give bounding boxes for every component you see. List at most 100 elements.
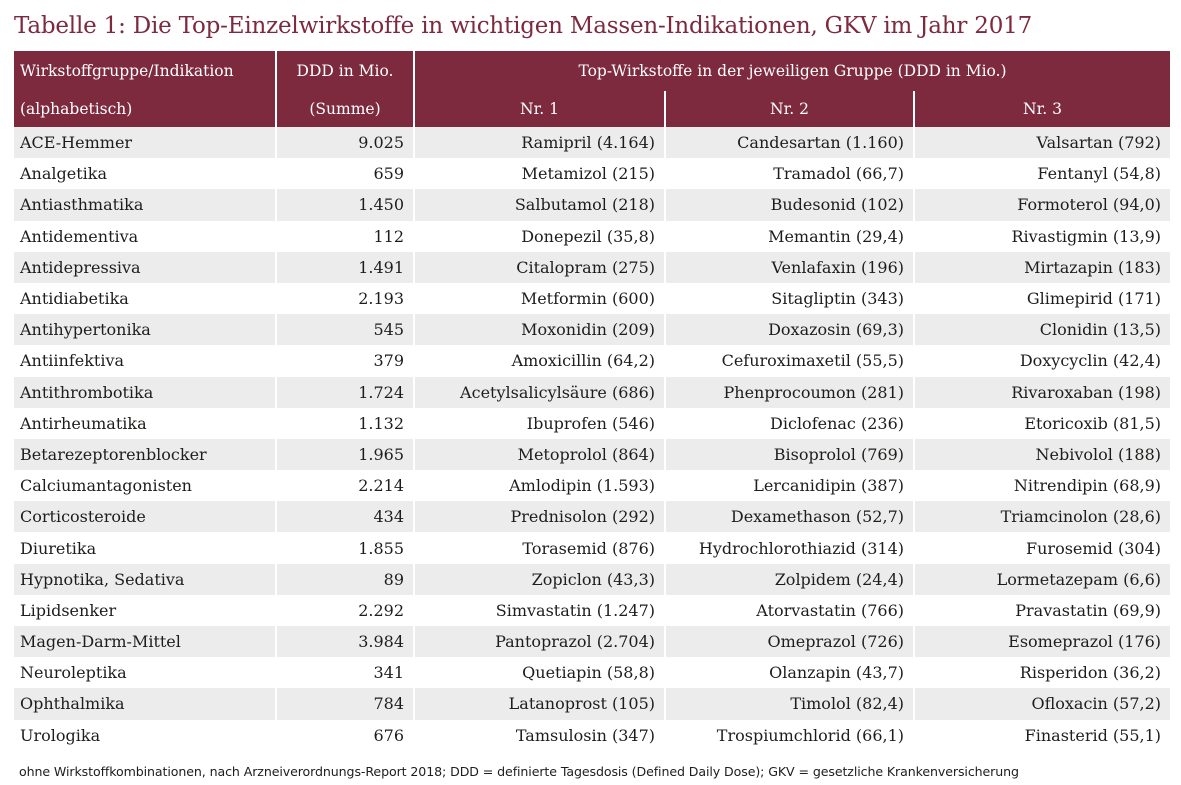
cell-ddd: 112 bbox=[275, 220, 414, 252]
table-row: Antiinfektiva 379 Amoxicillin (64,2) Cefuro… bbox=[14, 345, 1171, 377]
cell-group: Antihypertonika bbox=[14, 314, 276, 346]
cell-nr3: Nebivolol (188) bbox=[912, 438, 1171, 471]
cell-group: Antidementiva bbox=[14, 220, 276, 252]
cell-nr3: Mirtazapin (183) bbox=[912, 251, 1171, 283]
header-group-label: Wirkstoffgruppe/Indikation bbox=[14, 51, 276, 91]
cell-nr1: Pantoprazol (2.704) bbox=[413, 626, 665, 658]
cell-nr2: Sitagliptin (343) bbox=[664, 282, 914, 315]
cell-nr3: Risperidon (36,2) bbox=[912, 657, 1171, 689]
header-ddd-label: DDD in Mio. bbox=[275, 51, 414, 91]
cell-nr1: Simvastatin (1.247) bbox=[413, 594, 665, 626]
cell-nr3: Lormetazepam (6,6) bbox=[912, 563, 1171, 595]
cell-nr1: Amlodipin (1.593) bbox=[413, 470, 665, 502]
table-row: Betarezeptorenblocker 1.965 Metoprolol (86… bbox=[14, 438, 1171, 471]
cell-nr3: Rivaroxaban (198) bbox=[912, 376, 1171, 408]
cell-ddd: 784 bbox=[275, 688, 414, 720]
cell-nr3: Pravastatin (69,9) bbox=[912, 594, 1171, 626]
cell-nr1: Ramipril (4.164) bbox=[413, 127, 665, 159]
table-row: Antithrombotika 1.724 Acetylsalicylsäure (… bbox=[14, 376, 1171, 408]
cell-nr2: Zolpidem (24,4) bbox=[664, 563, 914, 595]
cell-nr2: Dexamethason (52,7) bbox=[664, 501, 914, 533]
cell-nr2: Bisoprolol (769) bbox=[664, 438, 914, 471]
cell-nr1: Amoxicillin (64,2) bbox=[413, 345, 665, 377]
cell-group: Antiinfektiva bbox=[14, 345, 276, 377]
table-title: Tabelle 1: Die Top-Einzelwirkstoffe in w… bbox=[14, 13, 1033, 39]
table-header: Wirkstoffgruppe/Indikation DDD in Mio. T… bbox=[14, 51, 1171, 127]
cell-nr3: Triamcinolon (28,6) bbox=[912, 501, 1171, 533]
header-group-sublabel: (alphabetisch) bbox=[14, 91, 276, 127]
header-ddd-sublabel: (Summe) bbox=[275, 91, 414, 127]
cell-ddd: 1.132 bbox=[275, 407, 414, 439]
table-row: Neuroleptika 341 Quetiapin (58,8) Olanzapin… bbox=[14, 657, 1171, 689]
cell-nr1: Metoprolol (864) bbox=[413, 438, 665, 471]
cell-nr3: Fentanyl (54,8) bbox=[912, 158, 1171, 190]
cell-nr3: Doxycyclin (42,4) bbox=[912, 345, 1171, 377]
cell-group: Diuretika bbox=[14, 532, 276, 564]
cell-nr2: Tramadol (66,7) bbox=[664, 158, 914, 190]
cell-ddd: 9.025 bbox=[275, 127, 414, 159]
cell-nr3: Esomeprazol (176) bbox=[912, 626, 1171, 658]
cell-ddd: 1.965 bbox=[275, 438, 414, 471]
cell-ddd: 379 bbox=[275, 345, 414, 377]
cell-ddd: 89 bbox=[275, 563, 414, 595]
table-row: Antirheumatika 1.132 Ibuprofen (546) Diclof… bbox=[14, 407, 1171, 439]
cell-group: Corticosteroide bbox=[14, 501, 276, 533]
cell-nr1: Moxonidin (209) bbox=[413, 314, 665, 346]
drug-table: Wirkstoffgruppe/Indikation DDD in Mio. T… bbox=[14, 51, 1171, 751]
cell-nr2: Trospiumchlorid (66,1) bbox=[664, 719, 914, 751]
cell-group: ACE-Hemmer bbox=[14, 127, 276, 159]
cell-nr2: Diclofenac (236) bbox=[664, 407, 914, 439]
cell-nr2: Venlafaxin (196) bbox=[664, 251, 914, 283]
cell-nr1: Metamizol (215) bbox=[413, 158, 665, 190]
cell-ddd: 1.450 bbox=[275, 189, 414, 221]
cell-group: Calciumantagonisten bbox=[14, 470, 276, 502]
cell-nr2: Timolol (82,4) bbox=[664, 688, 914, 720]
cell-group: Ophthalmika bbox=[14, 688, 276, 720]
cell-nr1: Quetiapin (58,8) bbox=[413, 657, 665, 689]
cell-group: Magen-Darm-Mittel bbox=[14, 626, 276, 658]
cell-nr1: Donepezil (35,8) bbox=[413, 220, 665, 252]
table-row: Antidiabetika 2.193 Metformin (600) Sitagli… bbox=[14, 282, 1171, 315]
table-row: Antiasthmatika 1.450 Salbutamol (218) Budes… bbox=[14, 189, 1171, 221]
cell-nr3: Furosemid (304) bbox=[912, 532, 1171, 564]
cell-nr3: Nitrendipin (68,9) bbox=[912, 470, 1171, 502]
cell-nr2: Memantin (29,4) bbox=[664, 220, 914, 252]
cell-group: Neuroleptika bbox=[14, 657, 276, 689]
table-row: Antidementiva 112 Donepezil (35,8) Memantin… bbox=[14, 220, 1171, 252]
cell-ddd: 2.292 bbox=[275, 594, 414, 626]
cell-nr1: Ibuprofen (546) bbox=[413, 407, 665, 439]
cell-ddd: 1.724 bbox=[275, 376, 414, 408]
table-row: Diuretika 1.855 Torasemid (876) Hydrochloro… bbox=[14, 532, 1171, 564]
table-row: Magen-Darm-Mittel 3.984 Pantoprazol (2.704… bbox=[14, 626, 1171, 658]
cell-nr2: Cefuroximaxetil (55,5) bbox=[664, 345, 914, 377]
cell-group: Antirheumatika bbox=[14, 407, 276, 439]
cell-nr3: Formoterol (94,0) bbox=[912, 189, 1171, 221]
cell-group: Analgetika bbox=[14, 158, 276, 190]
cell-ddd: 341 bbox=[275, 657, 414, 689]
table-row: ACE-Hemmer 9.025 Ramipril (4.164) Candesart… bbox=[14, 127, 1171, 159]
cell-ddd: 1.491 bbox=[275, 251, 414, 283]
cell-nr2: Lercanidipin (387) bbox=[664, 470, 914, 502]
footnote: ohne Wirkstoffkombinationen, nach Arznei… bbox=[19, 764, 1019, 779]
cell-nr3: Etoricoxib (81,5) bbox=[912, 407, 1171, 439]
header-nr2: Nr. 2 bbox=[664, 91, 914, 127]
cell-nr1: Zopiclon (43,3) bbox=[413, 563, 665, 595]
cell-ddd: 434 bbox=[275, 501, 414, 533]
cell-ddd: 2.193 bbox=[275, 282, 414, 315]
cell-nr1: Prednisolon (292) bbox=[413, 501, 665, 533]
table-row: Analgetika 659 Metamizol (215) Tramadol (66… bbox=[14, 158, 1171, 190]
cell-nr1: Metformin (600) bbox=[413, 282, 665, 315]
cell-group: Lipidsenker bbox=[14, 594, 276, 626]
cell-ddd: 545 bbox=[275, 314, 414, 346]
cell-nr3: Rivastigmin (13,9) bbox=[912, 220, 1171, 252]
cell-group: Hypnotika, Sedativa bbox=[14, 563, 276, 595]
table-row: Antidepressiva 1.491 Citalopram (275) Venla… bbox=[14, 251, 1171, 283]
table-row: Hypnotika, Sedativa 89 Zopiclon (43,3) Zolp… bbox=[14, 563, 1171, 595]
header-nr1: Nr. 1 bbox=[413, 91, 665, 127]
cell-nr1: Acetylsalicylsäure (686) bbox=[413, 376, 665, 408]
cell-ddd: 659 bbox=[275, 158, 414, 190]
cell-nr2: Omeprazol (726) bbox=[664, 626, 914, 658]
cell-nr2: Hydrochlorothiazid (314) bbox=[664, 532, 914, 564]
table-row: Lipidsenker 2.292 Simvastatin (1.247) Atorv… bbox=[14, 594, 1171, 626]
cell-group: Antiasthmatika bbox=[14, 189, 276, 221]
